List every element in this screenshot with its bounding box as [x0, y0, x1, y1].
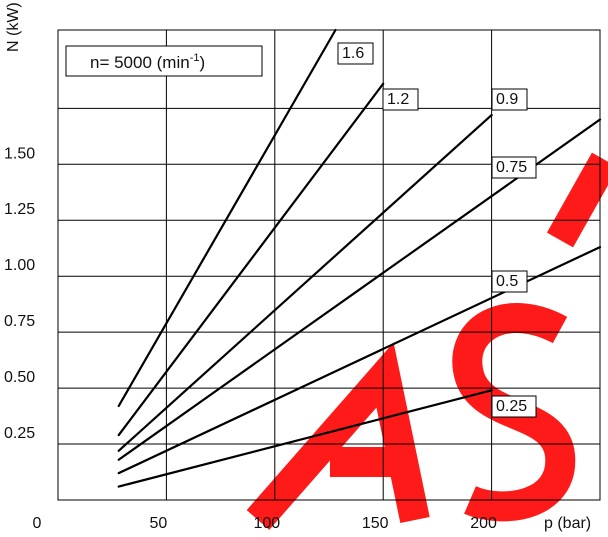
- speed-annotation: n= 5000 (min-1): [65, 45, 263, 77]
- plot-frame: [57, 29, 601, 501]
- series-group: [117, 28, 602, 488]
- speed-annotation-suffix: ): [199, 53, 205, 72]
- speed-annotation-text: n= 5000 (min: [90, 53, 190, 72]
- y-tick-label: 1.00: [4, 257, 35, 274]
- speed-annotation-superscript: -1: [190, 52, 200, 64]
- series-line-0-25: [117, 389, 493, 488]
- series-labels: 1.6 1.2 0.9 0.75 0.5 0.25: [337, 42, 537, 418]
- series-line-1-2: [117, 82, 385, 437]
- y-tick-label: 1.25: [4, 201, 35, 218]
- series-label-text: 0.75: [496, 159, 527, 176]
- series-label-0-25: 0.25: [491, 395, 537, 418]
- y-tick-label: 0.75: [4, 313, 35, 330]
- svg-text:n= 5000 (min-1): n= 5000 (min-1): [90, 52, 205, 72]
- series-label-box: [491, 270, 528, 293]
- x-tick-labels: 0 50 100 150 200: [33, 515, 497, 532]
- x-tick-label: 150: [362, 515, 389, 532]
- y-axis-label: N (kW): [5, 2, 22, 52]
- series-label-box: [491, 88, 528, 111]
- x-axis-label: p (bar): [544, 515, 591, 532]
- series-label-box: [337, 42, 374, 65]
- series-label-box: [382, 88, 419, 111]
- x-tick-label: 200: [470, 515, 497, 532]
- x-tick-label: 0: [33, 515, 42, 532]
- y-tick-label: 0.50: [4, 369, 35, 386]
- series-line-0-9: [117, 113, 493, 452]
- y-tick-label: 0.25: [4, 425, 35, 442]
- y-tick-label: 1.50: [4, 145, 35, 162]
- x-tick-label: 50: [150, 515, 168, 532]
- series-label-0-9: 0.9: [491, 88, 528, 111]
- series-label-text: 0.25: [496, 398, 527, 415]
- series-label-box: [491, 156, 537, 179]
- series-label-text: 1.2: [387, 91, 409, 108]
- series-label-1-6: 1.6: [337, 42, 374, 65]
- watermark-logo: [246, 152, 608, 530]
- series-label-text: 1.6: [342, 45, 364, 62]
- y-tick-labels: 0.25 0.50 0.75 1.00 1.25 1.50: [4, 145, 35, 442]
- series-label-box: [491, 395, 537, 418]
- series-label-text: 0.5: [496, 273, 518, 290]
- series-label-1-2: 1.2: [382, 88, 419, 111]
- series-label-0-75: 0.75: [491, 156, 537, 179]
- series-line-1-6: [117, 28, 337, 408]
- series-label-0-5: 0.5: [491, 270, 528, 293]
- series-label-text: 0.9: [496, 91, 518, 108]
- x-tick-label: 100: [253, 515, 280, 532]
